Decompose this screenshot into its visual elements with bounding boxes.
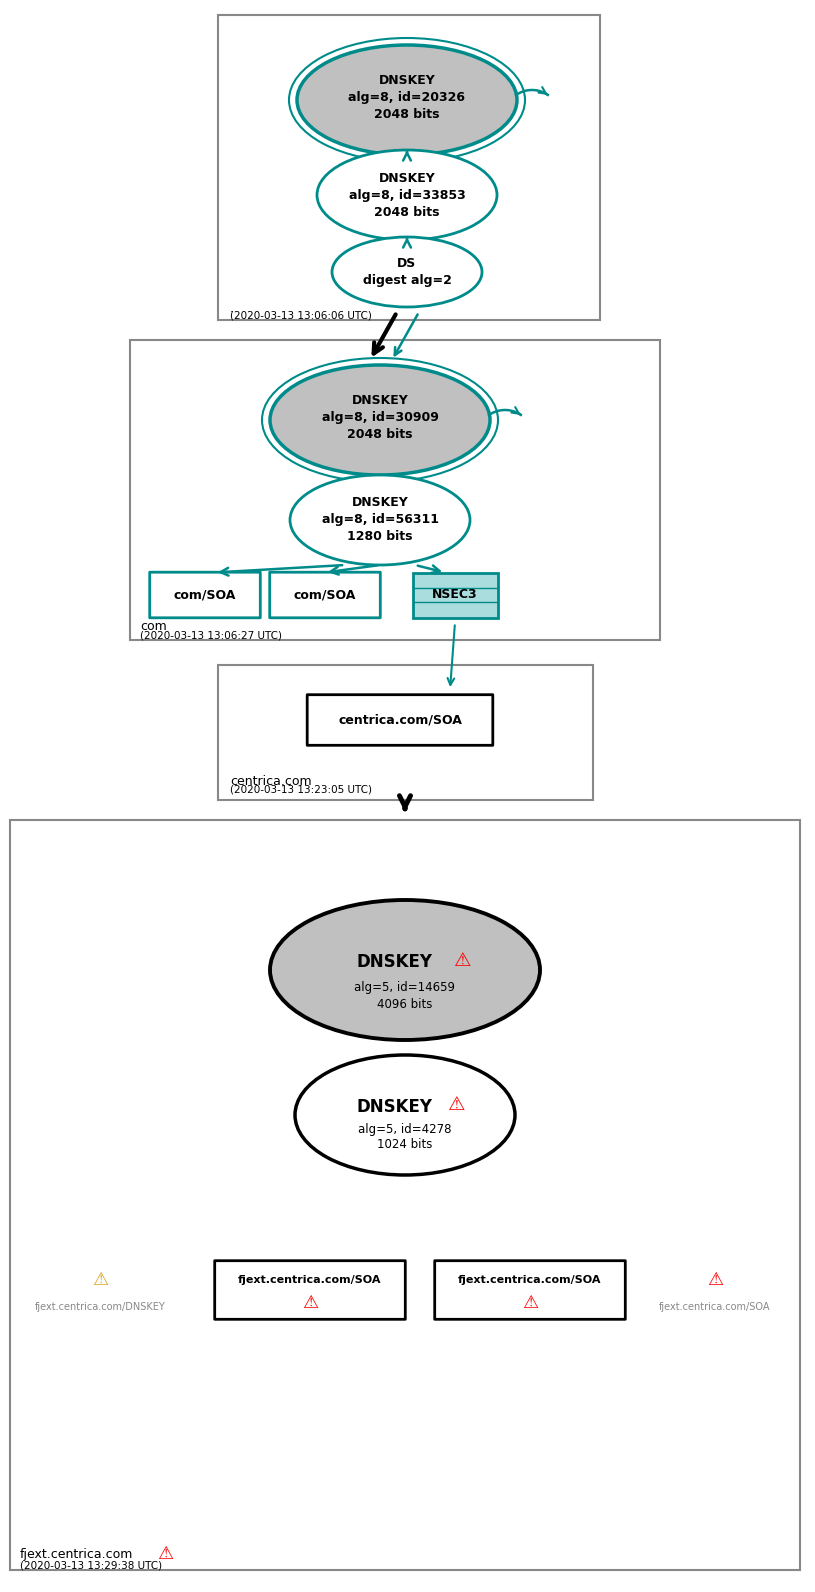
- FancyBboxPatch shape: [307, 694, 493, 745]
- Bar: [130, 341, 660, 640]
- Text: ⚠: ⚠: [157, 1544, 173, 1563]
- Text: com/SOA: com/SOA: [294, 589, 356, 602]
- Ellipse shape: [295, 1055, 515, 1175]
- Text: (2020-03-13 13:23:05 UTC): (2020-03-13 13:23:05 UTC): [230, 785, 372, 794]
- Text: DNSKEY: DNSKEY: [357, 954, 433, 971]
- Text: fjext.centrica.com/DNSKEY: fjext.centrica.com/DNSKEY: [34, 1302, 165, 1312]
- Text: com/SOA: com/SOA: [174, 589, 236, 602]
- FancyBboxPatch shape: [434, 1261, 625, 1320]
- Text: centrica.com/SOA: centrica.com/SOA: [338, 713, 462, 726]
- FancyBboxPatch shape: [150, 572, 260, 618]
- Text: fjext.centrica.com/SOA: fjext.centrica.com/SOA: [458, 1275, 601, 1285]
- Text: (2020-03-13 13:06:27 UTC): (2020-03-13 13:06:27 UTC): [140, 630, 282, 640]
- Text: fjext.centrica.com: fjext.centrica.com: [20, 1547, 134, 1562]
- Ellipse shape: [332, 237, 482, 307]
- Text: NSEC3: NSEC3: [432, 589, 478, 602]
- Bar: [218, 14, 600, 320]
- Text: (2020-03-13 13:29:38 UTC): (2020-03-13 13:29:38 UTC): [20, 1560, 162, 1570]
- Text: alg=5, id=14659: alg=5, id=14659: [355, 982, 456, 995]
- Bar: [10, 820, 800, 1570]
- Ellipse shape: [270, 899, 540, 1040]
- Text: (2020-03-13 13:06:06 UTC): (2020-03-13 13:06:06 UTC): [230, 310, 372, 320]
- Text: ⚠: ⚠: [454, 950, 472, 970]
- Text: ⚠: ⚠: [302, 1294, 318, 1312]
- Text: ⚠: ⚠: [522, 1294, 538, 1312]
- Text: ⚠: ⚠: [92, 1270, 108, 1290]
- Text: com: com: [140, 619, 167, 634]
- Ellipse shape: [290, 474, 470, 565]
- Text: DNSKEY
alg=8, id=56311
1280 bits: DNSKEY alg=8, id=56311 1280 bits: [321, 497, 438, 543]
- Text: ⚠: ⚠: [448, 1095, 465, 1114]
- Text: centrica.com: centrica.com: [230, 775, 311, 788]
- Bar: [218, 665, 593, 801]
- Ellipse shape: [317, 150, 497, 240]
- FancyBboxPatch shape: [214, 1261, 405, 1320]
- FancyBboxPatch shape: [270, 572, 381, 618]
- Text: fjext.centrica.com/SOA: fjext.centrica.com/SOA: [238, 1275, 381, 1285]
- Ellipse shape: [297, 45, 517, 154]
- Text: DS
digest alg=2: DS digest alg=2: [363, 256, 452, 287]
- Ellipse shape: [270, 365, 490, 474]
- Text: DNSKEY
alg=8, id=33853
2048 bits: DNSKEY alg=8, id=33853 2048 bits: [349, 172, 465, 218]
- Text: fjext.centrica.com/SOA: fjext.centrica.com/SOA: [659, 1302, 771, 1312]
- Text: DNSKEY: DNSKEY: [357, 1098, 433, 1116]
- Text: 4096 bits: 4096 bits: [377, 998, 433, 1011]
- Text: ⚠: ⚠: [707, 1270, 723, 1290]
- Text: .: .: [230, 302, 234, 315]
- Bar: [412, 573, 497, 618]
- Text: DNSKEY
alg=8, id=30909
2048 bits: DNSKEY alg=8, id=30909 2048 bits: [322, 395, 438, 441]
- Text: alg=5, id=4278: alg=5, id=4278: [359, 1124, 452, 1137]
- Text: 1024 bits: 1024 bits: [377, 1138, 433, 1151]
- Text: DNSKEY
alg=8, id=20326
2048 bits: DNSKEY alg=8, id=20326 2048 bits: [349, 75, 465, 121]
